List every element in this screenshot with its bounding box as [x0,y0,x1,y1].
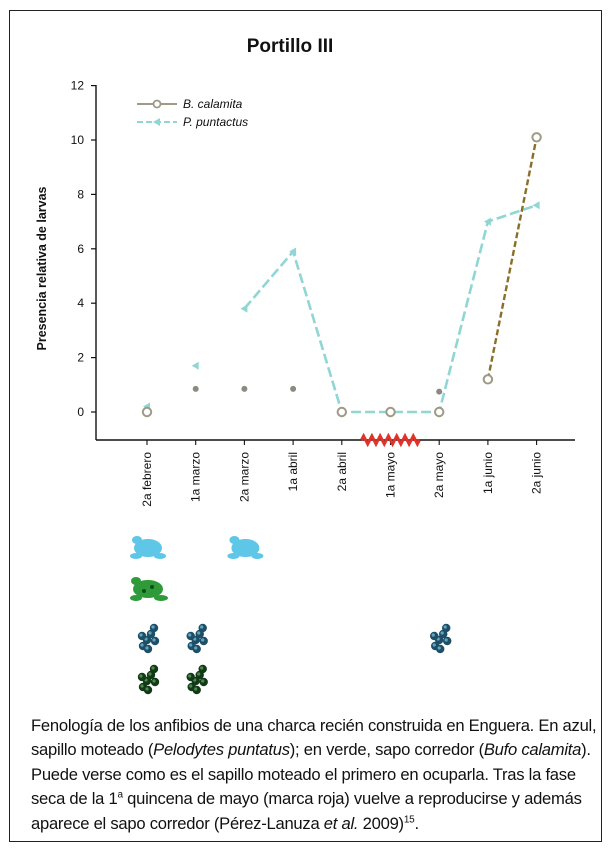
caption-et-al: et al. [323,813,359,833]
point-b-calamita [336,406,347,418]
x-tick-label: 2a mayo [432,452,446,498]
point-dot [290,385,297,392]
blue-eggs-icon [137,623,160,654]
caption-reference: 15 [403,814,415,826]
point-b-calamita [531,132,542,143]
caption-species-bufo: Bufo calamita [483,740,582,760]
axes: 0 2 4 6 8 10 12 Presencia relativa de larvas 2a … [35,79,575,507]
green-toad-icon [130,577,168,601]
y-tick-label: 0 [77,405,84,419]
caption-text: quincena de mayo (marca roja) vuelve a r… [31,789,582,833]
x-tick-label: 1a junio [481,452,495,494]
point-b-calamita [141,406,153,418]
point-dot [241,385,248,392]
caption-text: 2009) [358,813,404,833]
y-tick-label: 4 [77,296,84,310]
caption-text: . [414,813,419,833]
legend-marker [152,99,162,109]
y-tick-label: 12 [71,79,85,93]
y-tick-label: 10 [71,133,85,147]
x-tick-label: 1a mayo [384,452,398,498]
x-tick-label: 1a marzo [189,452,203,502]
y-tick-label: 2 [77,351,84,365]
icons-layer [130,536,452,695]
x-tick-label: 2a febrero [140,452,154,507]
legend-label: P. puntactus [183,115,248,129]
green-eggs-icon [186,664,208,695]
point-p-puntactus [483,217,491,226]
point-p-puntactus [532,201,540,210]
x-tick-label: 2a marzo [237,452,251,502]
caption-text: ); en verde, sapo corredor ( [289,740,484,760]
dry-phase-mark [360,432,421,448]
green-eggs-icon [137,664,160,695]
light-blue-frog-icon [130,536,166,559]
point-p-puntactus [240,304,248,313]
chart-title: Portillo III [247,36,334,57]
caption-text: Fenología de los anfibios de una charca … [31,716,597,760]
y-tick-label: 6 [77,242,84,256]
series-layer [141,132,542,418]
x-tick-label: 2a abril [335,452,349,491]
point-p-puntactus [191,361,199,370]
point-b-calamita [482,374,494,385]
caption-text: ). Puede verse como es el sapillo motead… [31,740,591,809]
point-dot [192,385,199,392]
legend: B. calamita P. puntactus [137,97,248,129]
figure-frame: Portillo III 0 2 4 6 8 10 12 Presencia relativa… [9,10,602,842]
light-blue-frog-icon [227,536,264,559]
chart: Portillo III 0 2 4 6 8 10 12 Presencia relativa… [35,36,575,695]
caption-species-pelodytes: Pelodytes puntatus [153,740,290,760]
figure-caption: Fenología de los anfibios de una charca … [31,714,605,836]
legend-label: B. calamita [183,97,243,111]
series-line-b-calamita [486,137,538,380]
point-b-calamita [434,406,445,418]
blue-eggs-icon [430,623,452,654]
blue-eggs-icon [186,623,208,654]
point-p-puntactus [289,247,297,256]
x-tick-label: 1a abril [286,452,300,491]
point-b-calamita [385,406,396,418]
y-tick-label: 8 [77,187,84,201]
point-dot [436,388,443,395]
legend-marker [153,118,160,126]
caption-superscript: a [117,789,123,801]
x-tick-label: 2a junio [530,452,544,494]
y-axis-title: Presencia relativa de larvas [35,186,49,350]
